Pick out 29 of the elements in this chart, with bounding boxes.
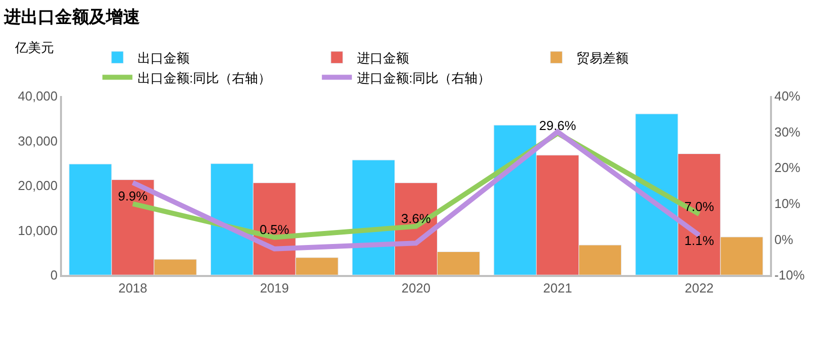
x-tick-label: 2018 xyxy=(118,280,148,296)
y-tick-label: 0 xyxy=(50,268,58,283)
y2-tick-label: 30% xyxy=(774,124,801,140)
y2-tick-label: 20% xyxy=(774,160,801,176)
data-label: 3.6% xyxy=(401,211,432,226)
y-tick-label: 10,000 xyxy=(18,222,58,238)
y2-tick-label: 10% xyxy=(774,196,801,211)
x-tick-label: 2022 xyxy=(684,280,714,296)
x-tick-label: 2019 xyxy=(260,280,289,296)
y-tick-label: 40,000 xyxy=(18,88,58,104)
data-label: 9.9% xyxy=(118,188,148,204)
y2-tick-label: 0% xyxy=(774,232,794,247)
data-label: 0.5% xyxy=(260,222,290,238)
legend-label: 进口金额:同比（右轴） xyxy=(356,70,491,86)
y-axis-title: 亿美元 xyxy=(14,40,54,55)
y2-tick-label: -10% xyxy=(774,268,806,283)
x-tick-label: 2020 xyxy=(402,280,430,296)
legend-label: 出口金额:同比（右轴） xyxy=(137,70,272,86)
x-tick-label: 2021 xyxy=(543,280,572,296)
chart-title: 进出口金额及增速 xyxy=(3,8,140,27)
y-tick-label: 20,000 xyxy=(18,178,58,194)
legend-label: 进口金额 xyxy=(356,50,409,66)
y2-tick-label: 40% xyxy=(774,88,801,104)
legend-label: 出口金额 xyxy=(137,50,190,66)
y-tick-label: 30,000 xyxy=(18,133,58,148)
data-label: 7.0% xyxy=(684,198,714,214)
data-label: 1.1% xyxy=(684,233,714,248)
data-label: 29.6% xyxy=(539,118,576,133)
legend-label: 贸易差额 xyxy=(576,50,628,66)
